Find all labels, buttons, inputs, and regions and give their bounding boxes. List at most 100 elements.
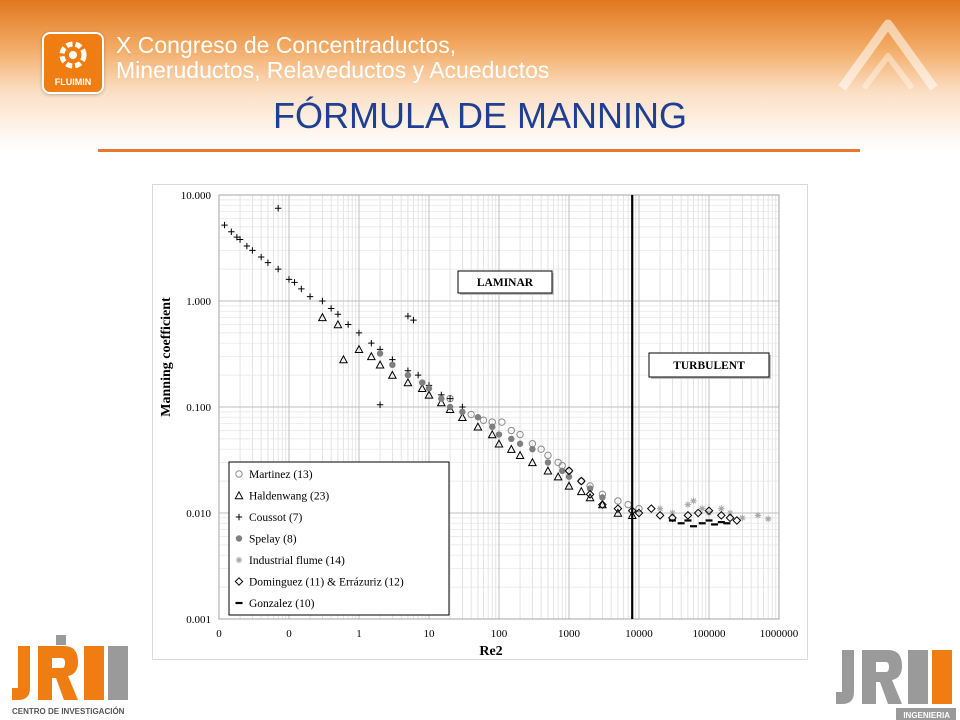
data-point <box>723 522 731 525</box>
data-point <box>508 435 515 443</box>
data-point <box>585 492 595 502</box>
laminar-box: LAMINAR <box>457 270 554 295</box>
data-point <box>613 504 623 514</box>
manning-chart: 0 0 1 10 100 1000 10000 100000 1000000 10.000 1.00… <box>159 190 799 659</box>
legend-label: Industrial flume (14) <box>249 555 345 567</box>
data-point <box>419 379 426 386</box>
data-point <box>544 451 552 460</box>
data-point <box>234 577 244 586</box>
data-point <box>257 253 265 261</box>
legend-label: Coussot (7) <box>249 512 303 524</box>
data-point <box>355 329 363 337</box>
data-point <box>683 510 693 520</box>
legend-item: Martinez (13) <box>235 469 313 481</box>
legend-item: Spelay (8) <box>235 534 297 546</box>
x-tick-label: 0 <box>286 628 292 640</box>
mountain-watermark-icon <box>838 19 938 91</box>
header-banner <box>0 0 960 150</box>
data-point <box>754 512 762 519</box>
data-point <box>559 467 566 475</box>
data-point <box>376 350 384 357</box>
turbulent-box: TURBULENT <box>648 352 771 379</box>
data-point <box>690 497 697 505</box>
data-point <box>414 371 422 379</box>
legend: Martinez (13) Haldenwang (23) Coussot (7) S… <box>228 461 450 616</box>
data-point <box>334 311 342 318</box>
turbulent-box-frame <box>648 352 770 378</box>
data-point <box>506 444 516 453</box>
data-point <box>684 519 692 522</box>
data-point <box>635 504 643 513</box>
legend-label: Dominguez (11) & Errázuriz (12) <box>249 577 404 589</box>
data-point <box>457 412 467 421</box>
data-point <box>410 316 417 324</box>
page-title: FÓRMULA DE MANNING <box>272 95 688 136</box>
data-point <box>403 377 413 387</box>
data-point <box>234 490 244 500</box>
data-point <box>235 556 243 564</box>
data-point <box>689 525 697 528</box>
data-point <box>235 470 243 478</box>
data-point <box>764 515 772 523</box>
data-point <box>576 476 586 486</box>
data-point <box>553 471 563 481</box>
legend-item: Dominguez (11) & Errázuriz (12) <box>234 577 404 589</box>
data-point <box>726 509 734 517</box>
data-point <box>236 236 244 243</box>
data-point <box>495 431 503 438</box>
data-point <box>705 519 713 522</box>
data-point <box>333 319 343 329</box>
x-tick-label: 1000 <box>558 628 581 640</box>
data-point <box>564 481 574 490</box>
x-tick-label: 1 <box>356 628 362 640</box>
x-axis-label: Re2 <box>479 644 502 659</box>
data-point <box>655 510 665 520</box>
x-tick-label: 100 <box>491 628 508 640</box>
data-point <box>704 506 714 516</box>
data-point <box>565 473 573 480</box>
data-point <box>634 508 644 518</box>
data-point <box>515 450 525 460</box>
data-point <box>285 276 293 283</box>
data-point <box>698 522 706 525</box>
data-point <box>319 297 326 305</box>
data-point <box>716 510 726 520</box>
data-point <box>274 265 282 273</box>
data-point <box>368 339 375 347</box>
data-point <box>585 489 595 499</box>
data-point <box>705 509 713 517</box>
data-point <box>516 440 524 447</box>
data-point <box>732 516 742 525</box>
data-point <box>489 423 496 431</box>
data-point <box>473 422 483 431</box>
data-point <box>338 354 349 364</box>
congress-line-2: Mineruductos, Relaveductos y Acueductos <box>116 57 550 83</box>
congress-line-1: X Congreso de Concentraductos, <box>116 32 457 58</box>
data-point <box>544 459 552 466</box>
x-tick-label: 100000 <box>693 628 727 640</box>
data-point <box>446 403 454 411</box>
chart-frame: 0 0 1 10 100 1000 10000 100000 1000000 10.000 1.00… <box>152 184 808 660</box>
data-point <box>235 513 243 521</box>
legend-label: Spelay (8) <box>249 534 297 546</box>
series-gonzalez-10 <box>668 519 731 528</box>
title-divider <box>98 149 860 152</box>
data-point <box>417 383 427 393</box>
data-point <box>516 430 524 439</box>
data-point <box>739 514 746 522</box>
data-point <box>677 522 685 525</box>
data-point <box>646 504 656 514</box>
data-point <box>298 285 305 293</box>
data-point <box>354 344 364 354</box>
data-point <box>576 486 586 496</box>
data-point <box>327 305 335 312</box>
y-tick-label: 1.000 <box>186 296 211 308</box>
data-point <box>389 361 396 369</box>
data-point <box>249 247 256 254</box>
jri-logo-left: CENTRO DE INVESTIGACIÓN <box>12 635 128 716</box>
data-point <box>699 505 706 512</box>
data-point <box>684 501 692 508</box>
legend-label: Martinez (13) <box>249 469 313 481</box>
data-point <box>387 370 397 379</box>
data-point <box>291 279 298 286</box>
